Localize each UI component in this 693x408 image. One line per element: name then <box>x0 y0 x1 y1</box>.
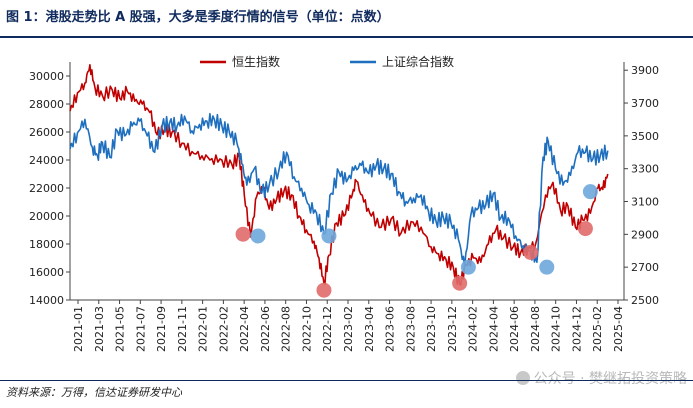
sse-signal-marker <box>321 228 337 244</box>
y-left-tick-label: 20000 <box>29 210 64 223</box>
x-tick-label: 2022-04 <box>238 306 251 352</box>
x-tick-label: 2021-09 <box>155 306 168 352</box>
y-left-tick-label: 16000 <box>29 266 64 279</box>
x-tick-label: 2022-10 <box>300 306 313 352</box>
y-right-tick-label: 2500 <box>631 294 659 307</box>
y-left-tick-label: 30000 <box>29 70 64 83</box>
x-tick-label: 2023-04 <box>363 306 376 352</box>
x-tick-label: 2021-05 <box>114 306 127 352</box>
legend: 恒生指数 上证综合指数 <box>200 54 454 69</box>
x-tick-label: 2024-08 <box>529 306 542 352</box>
y-left-tick-label: 18000 <box>29 238 64 251</box>
y-right-tick-label: 3900 <box>631 64 659 77</box>
markers-layer <box>235 184 598 298</box>
sse-signal-marker <box>582 184 598 200</box>
x-tick-label: 2024-04 <box>487 306 500 352</box>
y-right-tick-label: 3700 <box>631 97 659 110</box>
axes-layer: 14000 16000 18000 20000 22000 24000 26000 28000… <box>29 62 659 352</box>
y-right-tick-label: 3100 <box>631 196 659 209</box>
x-tick-label: 2023-06 <box>384 306 397 352</box>
sse-signal-marker <box>460 259 476 275</box>
x-tick-label: 2023-12 <box>446 306 459 352</box>
x-tick-label: 2021-01 <box>72 306 85 352</box>
x-tick-label: 2025-02 <box>591 306 604 352</box>
wechat-icon <box>515 371 530 385</box>
y-left-tick-label: 28000 <box>29 98 64 111</box>
x-tick-label: 2021-03 <box>93 306 106 352</box>
x-tick-label: 2024-12 <box>570 306 583 352</box>
legend-label-hsi: 恒生指数 <box>232 54 280 69</box>
watermark-text: 公众号 · 樊继拓投资策略 <box>533 371 687 387</box>
x-tick-label: 2023-08 <box>404 306 417 352</box>
x-tick-label: 2021-07 <box>134 306 147 352</box>
y-right-tick-label: 2700 <box>631 261 659 274</box>
sse-signal-marker <box>539 259 555 275</box>
x-tick-label: 2023-02 <box>342 306 355 352</box>
hsi-signal-marker <box>523 244 539 260</box>
x-tick-label: 2022-02 <box>217 306 230 352</box>
x-tick-label: 2022-06 <box>259 306 272 352</box>
x-tick-label: 2022-01 <box>197 306 210 352</box>
source-rule <box>0 380 693 381</box>
y-left-tick-label: 22000 <box>29 182 64 195</box>
x-tick-label: 2024-10 <box>550 306 563 352</box>
sse-series-line <box>69 112 609 268</box>
title-rule <box>0 36 693 38</box>
x-tick-label: 2022-12 <box>321 306 334 352</box>
hsi-signal-marker <box>316 282 332 298</box>
y-left-tick-label: 14000 <box>29 294 64 307</box>
chart: 14000 16000 18000 20000 22000 24000 26000 28000… <box>29 54 659 352</box>
x-tick-label: 2024-02 <box>467 306 480 352</box>
x-tick-label: 2021-11 <box>176 306 189 352</box>
x-tick-label: 2023-10 <box>425 306 438 352</box>
y-right-tick-label: 2900 <box>631 228 659 241</box>
y-right-tick-label: 3300 <box>631 163 659 176</box>
y-left-tick-label: 26000 <box>29 126 64 139</box>
y-left-tick-label: 24000 <box>29 154 64 167</box>
sse-signal-marker <box>250 228 266 244</box>
source-note: 资料来源：万得，信达证券研发中心 <box>6 386 182 399</box>
x-tick-label: 2025-04 <box>612 306 625 352</box>
hsi-signal-marker <box>577 221 593 237</box>
y-right-tick-label: 3500 <box>631 130 659 143</box>
legend-label-sse: 上证综合指数 <box>382 54 454 69</box>
hsi-signal-marker <box>452 275 468 291</box>
figure-title: 图 1：港股走势比 A 股强，大多是季度行情的信号（单位：点数） <box>6 10 390 25</box>
x-tick-label: 2022-08 <box>280 306 293 352</box>
x-tick-label: 2024-06 <box>508 306 521 352</box>
hsi-signal-marker <box>235 226 251 242</box>
watermark: 公众号 · 樊继拓投资策略 <box>515 368 687 388</box>
